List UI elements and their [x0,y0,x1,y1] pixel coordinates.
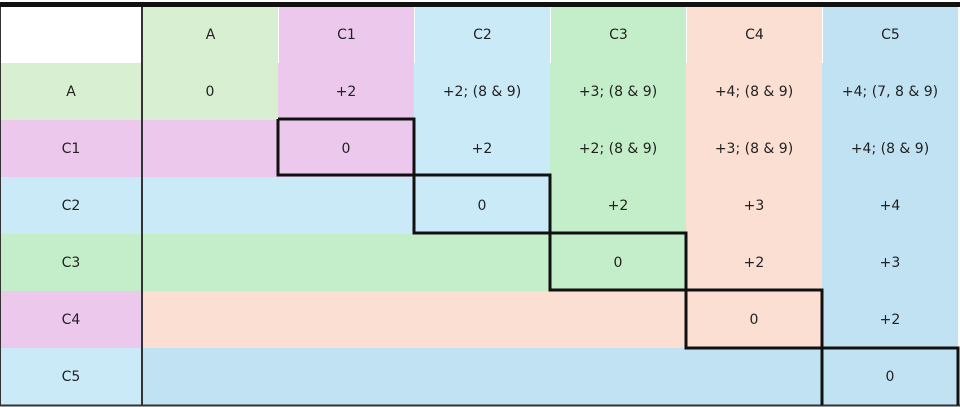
value-cell: 0 [686,291,822,348]
value-cell: +2 [550,177,686,234]
column-header: C2 [414,7,550,63]
empty-cell [278,234,414,291]
value-cell: 0 [142,63,278,120]
diagonal-upper [278,117,960,405]
empty-cell [414,291,550,348]
row-label: C3 [0,234,142,291]
row-label: C5 [0,348,142,405]
corner-cell [0,7,142,63]
top-border [0,2,960,7]
empty-cell [278,177,414,234]
empty-cell [142,348,278,405]
value-cell: +2 [686,234,822,291]
value-cell: +4; (8 & 9) [686,63,822,120]
row-label: C1 [0,120,142,177]
empty-cell [550,291,686,348]
row-label: A [0,63,142,120]
row-label: C2 [0,177,142,234]
value-cell: +4; (7, 8 & 9) [822,63,958,120]
empty-cell [142,234,278,291]
value-cell: 0 [550,234,686,291]
value-cell: +3 [686,177,822,234]
value-cell: 0 [414,177,550,234]
value-cell: +4 [822,177,958,234]
value-cell: +2 [414,120,550,177]
column-header: C5 [822,7,958,63]
value-cell: 0 [822,348,958,405]
empty-cell [278,291,414,348]
value-cell: +3; (8 & 9) [550,63,686,120]
value-cell: +2 [822,291,958,348]
value-cell: +3 [822,234,958,291]
column-header: C1 [278,7,414,63]
empty-cell [414,234,550,291]
value-cell: +3; (8 & 9) [686,120,822,177]
empty-cell [142,177,278,234]
value-cell: +2; (8 & 9) [414,63,550,120]
column-header: C4 [686,7,822,63]
row-label: C4 [0,291,142,348]
value-cell: +2; (8 & 9) [550,120,686,177]
empty-cell [142,120,278,177]
column-header: A [142,7,278,63]
column-header: C3 [550,7,686,63]
value-cell: 0 [278,120,414,177]
empty-cell [550,348,686,405]
empty-cell [686,348,822,405]
empty-cell [142,291,278,348]
empty-cell [414,348,550,405]
diagonal-lower [276,119,824,405]
empty-cell [278,348,414,405]
value-cell: +2 [278,63,414,120]
value-cell: +4; (8 & 9) [822,120,958,177]
